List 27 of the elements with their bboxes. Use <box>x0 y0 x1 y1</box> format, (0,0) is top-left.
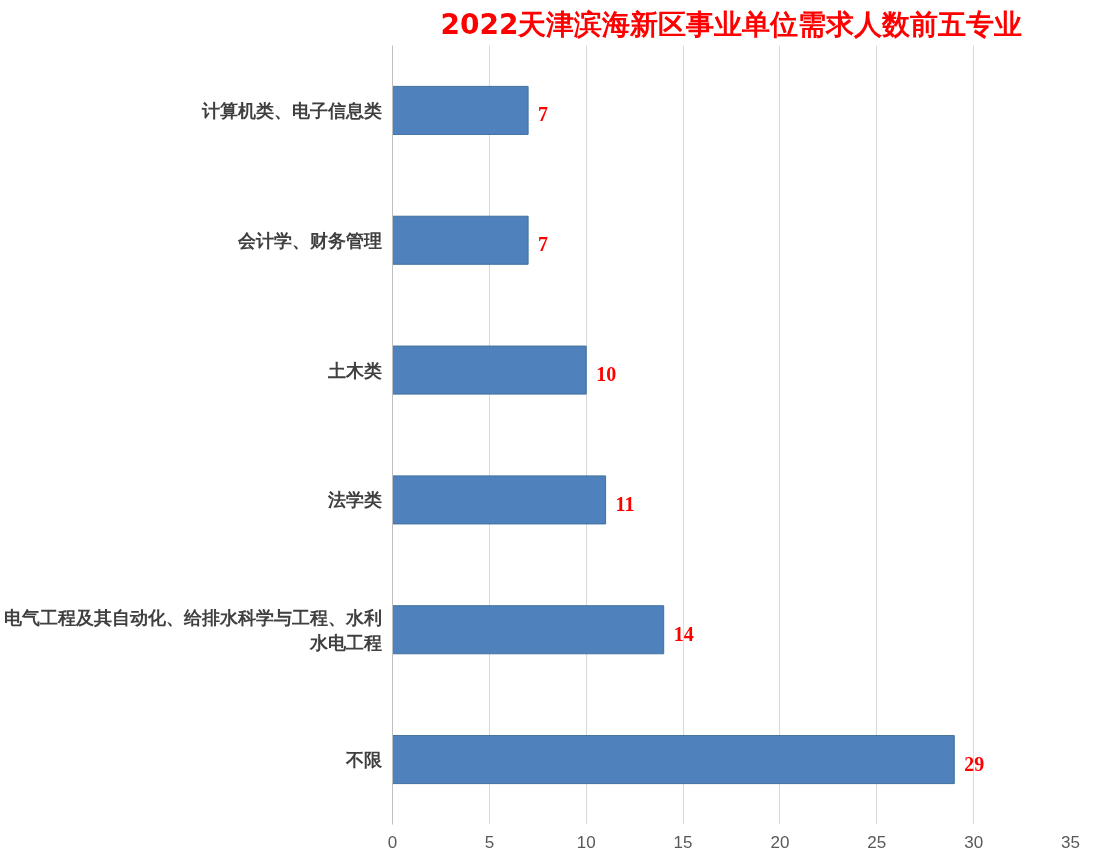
y-tick-label: 土木类 <box>326 359 382 381</box>
bar <box>392 215 529 265</box>
x-tick-label: 0 <box>387 832 398 852</box>
bar <box>392 735 955 785</box>
data-label: 11 <box>615 492 635 515</box>
chart-title: 2022天津滨海新区事业单位需求人数前五专业 <box>440 7 1023 41</box>
x-tick-label: 20 <box>770 832 790 852</box>
bar <box>392 85 529 135</box>
y-tick-label: 会计学、财务管理 <box>236 229 382 251</box>
y-tick-label: 电气工程及其自动化、给排水科学与工程、水利水电工程 <box>3 606 382 653</box>
x-tick-label: 25 <box>867 832 887 852</box>
x-tick-label: 15 <box>673 832 693 852</box>
bar <box>392 475 607 525</box>
x-tick-label: 30 <box>964 832 984 852</box>
y-tick-label: 计算机类、电子信息类 <box>200 99 382 121</box>
y-tick-label: 不限 <box>344 749 383 771</box>
x-tick-label: 5 <box>484 832 495 852</box>
bar <box>392 605 665 655</box>
y-tick-label: 法学类 <box>326 489 382 511</box>
x-tick-label: 10 <box>576 832 596 852</box>
data-label: 7 <box>538 103 549 126</box>
data-label: 29 <box>964 752 985 775</box>
data-label: 14 <box>673 622 694 645</box>
data-label: 10 <box>596 363 617 386</box>
bar <box>392 345 587 395</box>
x-tick-label: 35 <box>1061 832 1080 852</box>
data-label: 7 <box>538 233 549 256</box>
